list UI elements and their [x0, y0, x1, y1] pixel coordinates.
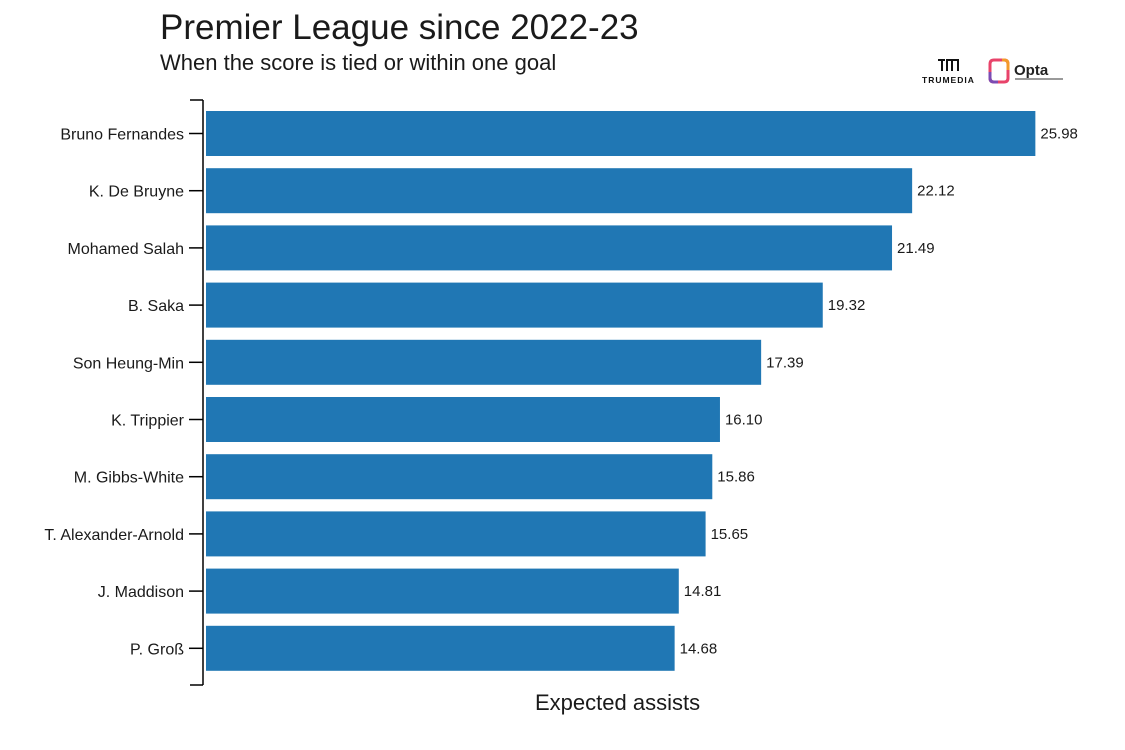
category-label: T. Alexander-Arnold — [44, 527, 184, 544]
category-label: K. De Bruyne — [89, 184, 184, 201]
chart-subtitle: When the score is tied or within one goa… — [160, 50, 557, 75]
category-label: Mohamed Salah — [67, 241, 184, 258]
x-axis-label: Expected assists — [535, 690, 701, 715]
chart-title: Premier League since 2022-23 — [160, 8, 639, 47]
labels-group: Bruno Fernandes 25.98 K. De Bruyne 22.12 Moh… — [44, 126, 1078, 659]
bars-group — [206, 111, 1036, 671]
bar — [206, 168, 913, 214]
category-label: B. Saka — [128, 298, 184, 315]
bar — [206, 111, 1036, 156]
bar — [206, 625, 675, 671]
opta-icon — [988, 58, 1010, 84]
category-label: Son Heung-Min — [73, 355, 184, 372]
bar — [206, 454, 713, 500]
trumedia-logo: TRUMEDIA — [918, 56, 980, 88]
opta-tagline-bar — [1015, 78, 1063, 80]
value-label: 15.65 — [711, 526, 749, 543]
bar — [206, 282, 823, 328]
category-label: M. Gibbs-White — [74, 470, 184, 487]
trumedia-icon — [938, 59, 959, 71]
bar — [206, 225, 893, 271]
value-label: 15.86 — [717, 469, 755, 486]
value-label: 16.10 — [725, 412, 763, 429]
trumedia-wordmark: TRUMEDIA — [922, 75, 975, 85]
bar — [206, 511, 706, 557]
value-label: 14.81 — [684, 583, 722, 600]
bar — [206, 339, 762, 385]
logo-group: TRUMEDIA Opta — [918, 56, 1068, 90]
category-label: J. Maddison — [98, 584, 184, 601]
value-label: 22.12 — [917, 183, 955, 200]
value-label: 17.39 — [766, 354, 804, 371]
value-label: 21.49 — [897, 240, 935, 257]
value-label: 14.68 — [680, 640, 718, 657]
category-label: K. Trippier — [111, 413, 185, 430]
opta-logo: Opta — [988, 56, 1068, 88]
category-label: Bruno Fernandes — [60, 127, 184, 144]
bar — [206, 568, 679, 614]
y-axis — [189, 99, 204, 686]
category-label: P. Groß — [130, 641, 184, 658]
value-label: 25.98 — [1040, 126, 1078, 143]
opta-wordmark: Opta — [1014, 62, 1049, 79]
bar — [206, 397, 720, 442]
value-label: 19.32 — [828, 297, 866, 314]
